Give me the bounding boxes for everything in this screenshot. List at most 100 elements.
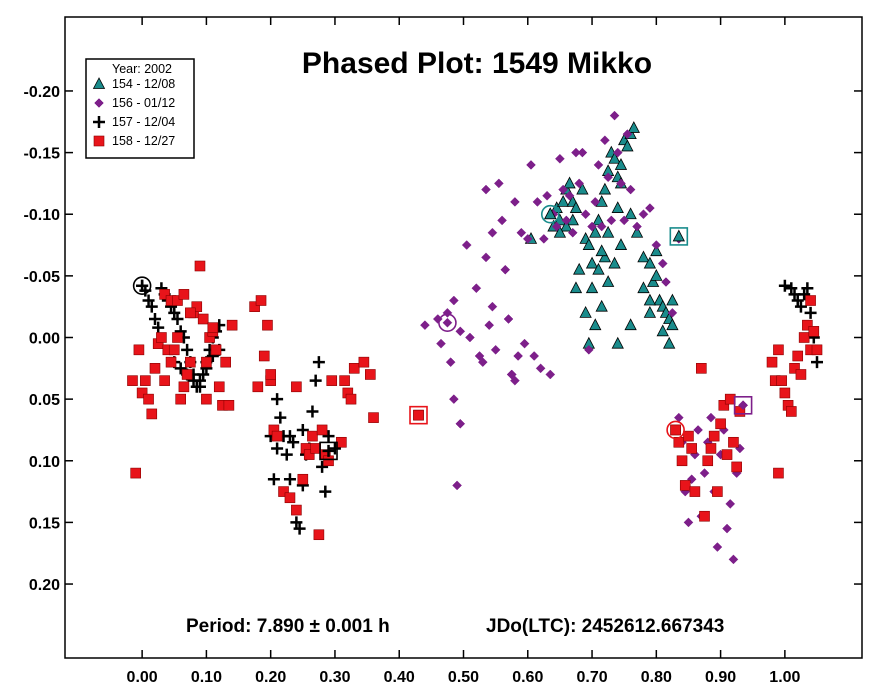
x-tick-label: 0.00 — [127, 669, 158, 686]
plus-point — [181, 343, 194, 356]
square-point — [689, 486, 701, 497]
triangle-point — [650, 269, 663, 281]
y-tick-label: -0.05 — [24, 269, 61, 286]
square-point — [686, 443, 697, 454]
plus-point — [296, 423, 309, 436]
diamond-point — [545, 369, 556, 380]
y-axis: -0.20 -0.15 -0.10 -0.05 0.00 0.05 0.10 0.15 0.20 — [24, 84, 862, 594]
triangle-point — [666, 318, 679, 331]
diamond-point — [497, 215, 507, 226]
diamond-point — [609, 110, 620, 121]
diamond-point — [535, 363, 546, 374]
diamond-point — [487, 227, 498, 238]
diamond-point — [526, 160, 536, 170]
diamond-point — [490, 344, 501, 355]
square-point — [336, 436, 347, 448]
triangle-point — [663, 336, 676, 349]
diamond-point — [606, 215, 617, 226]
square-point — [358, 356, 370, 368]
plus-point — [280, 448, 293, 461]
diamond-point — [481, 184, 491, 195]
triangle-point — [598, 250, 612, 263]
triangle-point — [643, 305, 657, 318]
square-point — [172, 295, 183, 306]
diamond-point — [420, 320, 430, 331]
chart-title: Phased Plot: 1549 Mikko — [302, 47, 652, 80]
diamond-point — [603, 172, 613, 183]
square-point — [696, 363, 707, 374]
diamond-point — [477, 357, 488, 368]
plus-point — [287, 436, 300, 449]
highlight-circle — [540, 204, 560, 224]
triangle-point — [650, 244, 663, 257]
triangle-point — [627, 121, 640, 133]
y-tick-label: 0.20 — [29, 577, 60, 594]
square-point — [127, 375, 138, 386]
square-point — [792, 350, 804, 362]
diamond-point — [500, 264, 511, 275]
plus-point — [785, 282, 798, 295]
diamond-point — [510, 197, 520, 207]
square-point — [172, 332, 183, 343]
diamond-point — [661, 277, 671, 287]
diamond-point — [574, 178, 585, 189]
x-tick-label: 0.90 — [705, 669, 736, 686]
diamond-point — [728, 554, 739, 565]
square-point — [165, 356, 177, 368]
diamond-point — [622, 129, 633, 139]
highlight-circle — [666, 420, 685, 440]
highlighted-square-point — [670, 424, 681, 436]
diamond-point — [725, 499, 736, 509]
square-point — [146, 408, 158, 420]
square-point — [316, 424, 328, 436]
plus-point — [312, 356, 325, 369]
x-axis: 0.00 0.10 0.20 0.30 0.40 0.50 0.60 0.70 0.80 0.90… — [127, 17, 801, 686]
square-point — [136, 387, 148, 399]
diamond-point — [612, 147, 623, 158]
square-point — [715, 418, 726, 430]
plus-point — [319, 485, 332, 498]
triangle-point — [585, 281, 599, 294]
square-point — [303, 449, 315, 460]
square-point — [210, 344, 222, 356]
highlight-circle — [438, 313, 457, 333]
square-point — [185, 356, 196, 368]
triangle-point — [553, 225, 567, 238]
diamond-point — [532, 197, 543, 207]
square-point — [149, 363, 161, 374]
square-point — [699, 510, 710, 522]
diamond-point — [445, 357, 456, 368]
legend-plus-icon — [93, 116, 105, 128]
diamond-point — [699, 468, 710, 478]
square-point — [130, 467, 142, 479]
triangle-point — [560, 219, 573, 232]
diamond-point — [481, 252, 491, 263]
square-point — [262, 319, 273, 331]
square-point — [226, 319, 238, 331]
diamond-point — [645, 203, 655, 213]
y-tick-label: -0.20 — [24, 84, 61, 101]
square-point — [140, 375, 151, 386]
square-point — [201, 393, 212, 405]
triangle-point — [611, 336, 624, 349]
plus-point — [168, 306, 181, 319]
plus-point — [316, 460, 329, 473]
diamond-point — [558, 184, 568, 195]
triangle-point — [608, 256, 621, 269]
triangle-point — [589, 225, 602, 238]
plus-point — [174, 362, 187, 375]
square-point — [808, 326, 820, 337]
diamond-point — [593, 160, 604, 170]
highlight-square — [669, 227, 689, 246]
square-point — [291, 381, 302, 393]
square-point — [773, 344, 784, 356]
highlight-square — [409, 405, 428, 425]
diamond-point — [516, 227, 527, 238]
x-tick-label: 0.40 — [384, 669, 415, 686]
highlighted-square-point — [413, 409, 424, 421]
plus-point — [778, 279, 791, 292]
highlighted-triangle-point — [672, 229, 685, 242]
square-point — [802, 319, 813, 331]
highlighted-triangle-point — [544, 207, 557, 220]
